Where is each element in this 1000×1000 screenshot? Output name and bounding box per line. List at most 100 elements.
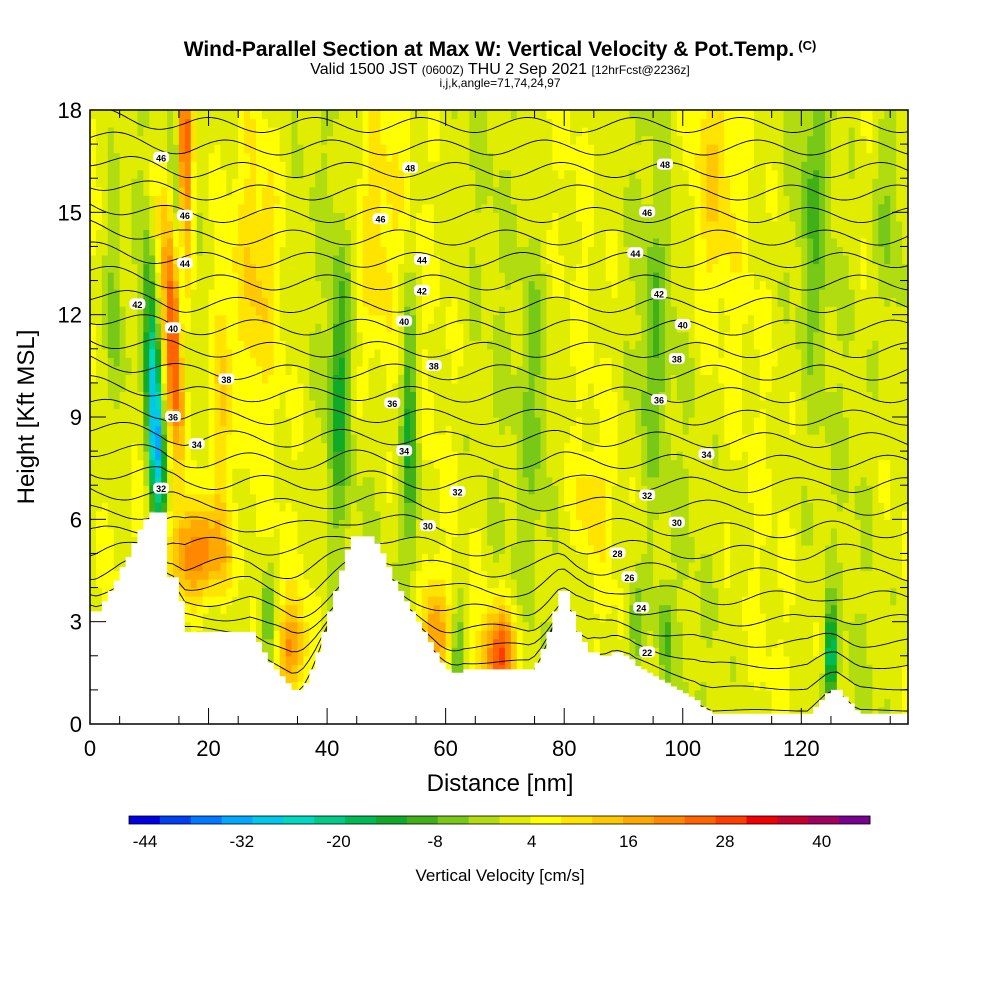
velocity-cell: [149, 110, 156, 120]
velocity-cell: [167, 348, 174, 358]
velocity-cell: [273, 527, 281, 537]
velocity-cell: [457, 237, 465, 248]
velocity-cell: [285, 110, 293, 120]
velocity-cell: [95, 272, 103, 282]
velocity-cell: [421, 451, 429, 461]
velocity-cell: [232, 459, 239, 469]
velocity-cell: [226, 144, 233, 154]
velocity-cell: [250, 340, 257, 350]
velocity-cell: [327, 408, 334, 418]
velocity-cell: [208, 135, 216, 145]
velocity-cell: [279, 144, 287, 154]
velocity-cell: [445, 613, 453, 623]
velocity-cell: [261, 382, 269, 393]
velocity-cell: [421, 613, 429, 623]
velocity-cell: [475, 417, 482, 427]
velocity-cell: [291, 681, 299, 691]
velocity-cell: [167, 485, 174, 495]
velocity-cell: [184, 417, 192, 427]
velocity-cell: [119, 544, 127, 555]
velocity-cell: [137, 237, 144, 248]
velocity-cell: [95, 468, 103, 478]
velocity-cell: [321, 493, 328, 503]
velocity-cell: [90, 323, 97, 333]
velocity-cell: [131, 263, 139, 273]
velocity-cell: [439, 408, 447, 418]
velocity-cell: [131, 434, 139, 444]
velocity-cell: [291, 442, 299, 452]
velocity-cell: [119, 331, 127, 341]
velocity-cell: [374, 289, 382, 299]
velocity-cell: [255, 553, 263, 563]
velocity-cell: [404, 553, 411, 563]
velocity-cell: [107, 110, 115, 120]
velocity-cell: [445, 561, 453, 572]
velocity-cell: [113, 365, 121, 375]
velocity-cell: [427, 434, 435, 444]
velocity-cell: [208, 340, 216, 350]
velocity-cell: [125, 272, 133, 282]
velocity-cell: [350, 186, 358, 196]
velocity-cell: [333, 502, 340, 512]
velocity-cell: [469, 408, 476, 418]
velocity-cell: [362, 399, 370, 410]
velocity-cell: [161, 357, 168, 367]
velocity-cell: [297, 638, 304, 648]
velocity-cell: [439, 306, 447, 316]
velocity-cell: [481, 237, 488, 248]
velocity-cell: [499, 647, 506, 657]
velocity-cell: [202, 604, 210, 614]
velocity-cell: [95, 254, 103, 265]
velocity-cell: [250, 493, 257, 503]
velocity-cell: [143, 212, 150, 222]
velocity-cell: [362, 382, 370, 393]
velocity-cell: [344, 357, 352, 367]
velocity-cell: [421, 587, 429, 597]
velocity-cell: [303, 203, 310, 213]
velocity-cell: [178, 110, 186, 120]
velocity-cell: [125, 459, 133, 469]
velocity-cell: [315, 246, 322, 256]
velocity-cell: [214, 485, 222, 495]
velocity-cell: [267, 144, 275, 154]
velocity-cell: [143, 314, 150, 324]
velocity-cell: [433, 263, 441, 273]
velocity-cell: [273, 510, 281, 520]
velocity-cell: [226, 297, 233, 307]
velocity-cell: [184, 229, 192, 239]
velocity-cell: [392, 203, 399, 213]
velocity-cell: [297, 323, 304, 333]
velocity-cell: [208, 144, 216, 154]
velocity-cell: [404, 434, 411, 444]
velocity-cell: [416, 561, 423, 572]
velocity-cell: [362, 195, 370, 205]
velocity-cell: [167, 340, 174, 350]
velocity-cell: [119, 178, 127, 188]
velocity-cell: [439, 195, 447, 205]
velocity-cell: [285, 476, 293, 486]
velocity-cell: [404, 237, 411, 248]
velocity-cell: [481, 451, 488, 461]
velocity-cell: [279, 272, 287, 282]
velocity-cell: [226, 493, 233, 503]
velocity-cell: [226, 280, 233, 290]
velocity-cell: [368, 340, 376, 350]
velocity-cell: [113, 468, 121, 478]
velocity-cell: [309, 212, 316, 222]
velocity-cell: [244, 110, 251, 120]
velocity-cell: [386, 127, 393, 137]
velocity-cell: [344, 510, 352, 520]
velocity-cell: [475, 237, 482, 248]
velocity-cell: [356, 118, 364, 128]
velocity-cell: [119, 254, 127, 265]
velocity-cell: [279, 263, 287, 273]
velocity-cell: [303, 237, 310, 248]
velocity-cell: [333, 519, 340, 529]
velocity-cell: [137, 425, 144, 435]
velocity-cell: [161, 289, 168, 299]
velocity-cell: [95, 144, 103, 154]
velocity-cell: [445, 246, 453, 256]
velocity-cell: [297, 144, 304, 154]
velocity-cell: [416, 544, 423, 555]
velocity-cell: [475, 425, 482, 435]
